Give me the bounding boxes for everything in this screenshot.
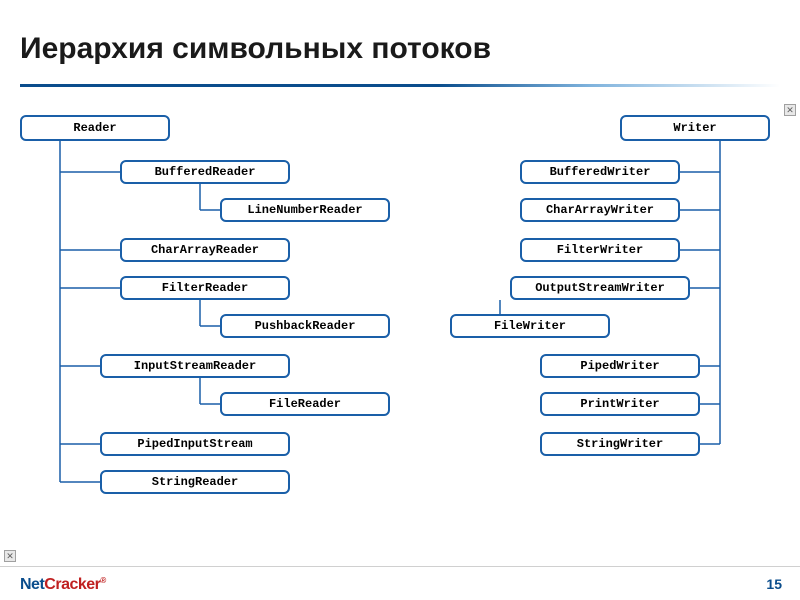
node-pushbackReader: PushbackReader [220, 314, 390, 338]
footer: NetCracker® 15 [0, 566, 800, 600]
node-charArrayReader: CharArrayReader [120, 238, 290, 262]
logo: NetCracker® [20, 576, 106, 594]
node-pipedWriter: PipedWriter [540, 354, 700, 378]
node-stringReader: StringReader [100, 470, 290, 494]
connector-lines [0, 0, 800, 600]
corner-handle-bottom: ✕ [4, 550, 16, 562]
node-outputStreamWriter: OutputStreamWriter [510, 276, 690, 300]
node-filterReader: FilterReader [120, 276, 290, 300]
node-stringWriter: StringWriter [540, 432, 700, 456]
node-charArrayWriter: CharArrayWriter [520, 198, 680, 222]
logo-part2: Cracker [44, 576, 100, 593]
node-pipedInputStream: PipedInputStream [100, 432, 290, 456]
node-bufferedReader: BufferedReader [120, 160, 290, 184]
logo-part1: Net [20, 576, 44, 593]
corner-handle-top: ✕ [784, 104, 796, 116]
node-inputStreamReader: InputStreamReader [100, 354, 290, 378]
node-lineNumberReader: LineNumberReader [220, 198, 390, 222]
node-reader: Reader [20, 115, 170, 141]
node-printWriter: PrintWriter [540, 392, 700, 416]
title-rule [20, 84, 780, 87]
logo-tm: ® [100, 576, 105, 585]
page-number: 15 [766, 576, 782, 592]
page-title: Иерархия символьных потоков [20, 32, 491, 66]
node-filterWriter: FilterWriter [520, 238, 680, 262]
node-fileWriter: FileWriter [450, 314, 610, 338]
node-fileReader: FileReader [220, 392, 390, 416]
node-bufferedWriter: BufferedWriter [520, 160, 680, 184]
node-writer: Writer [620, 115, 770, 141]
